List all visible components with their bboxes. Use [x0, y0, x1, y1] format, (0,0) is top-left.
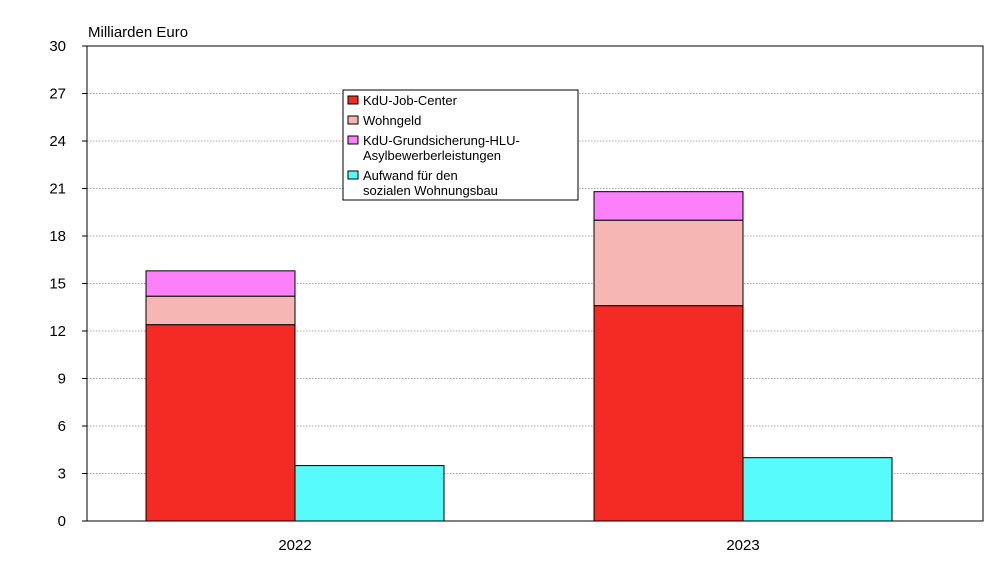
- bar-segment: Aufwand für den sozialen Wohnungsbau 202…: [742, 457, 893, 522]
- plot-frame: [86, 45, 984, 522]
- y-tick-label: 27: [49, 86, 66, 103]
- legend: KdU-Job-Center Wohngeld KdU-Grundsicherung…: [342, 89, 579, 201]
- legend-swatch: [347, 135, 359, 145]
- y-tick-label: 12: [49, 323, 66, 340]
- legend-box: [342, 89, 579, 201]
- bar-segment: Wohngeld 2023: 5.4: [593, 219, 744, 307]
- bar-segment: KdU-Job-Center 2022: 12.4: [145, 324, 296, 522]
- legend-swatch: [347, 95, 359, 105]
- legend-label: Asylbewerberleistungen: [363, 148, 501, 163]
- y-tick-label: 9: [58, 371, 66, 388]
- y-tick-label: 18: [49, 228, 66, 245]
- bar-segment: KdU-Job-Center 2023: 13.6: [593, 305, 744, 522]
- bar-segment: KdU-Grundsicherung-HLU-Asylbewerberleist…: [593, 191, 744, 221]
- y-tick-label: 30: [49, 38, 66, 55]
- y-tick-label: 21: [49, 181, 66, 198]
- legend-label: sozialen Wohnungsbau: [363, 183, 498, 198]
- y-tick-label: 15: [49, 276, 66, 293]
- x-tick-label: 2023: [726, 537, 759, 554]
- y-tick-label: 6: [58, 418, 66, 435]
- y-axis-title: Milliarden Euro: [88, 24, 188, 41]
- legend-label: KdU-Job-Center: [363, 93, 458, 108]
- y-tick-label: 24: [49, 133, 66, 150]
- y-tick-label: 3: [58, 466, 66, 483]
- x-tick-label: 2022: [278, 537, 311, 554]
- legend-label: Aufwand für den: [363, 168, 458, 183]
- y-tick-label: 0: [58, 513, 66, 530]
- legend-label: Wohngeld: [363, 113, 421, 128]
- bar-segment: Aufwand für den sozialen Wohnungsbau 202…: [294, 465, 445, 522]
- axes: 0 3 6 9 12 15 18 21 24 27 30 2022 2023: [49, 38, 984, 554]
- legend-swatch: [347, 170, 359, 180]
- bars: KdU-Job-Center 2022: 12.4Wohngeld 2022: …: [145, 191, 893, 522]
- legend-swatch: [347, 115, 359, 125]
- bar-segment: Wohngeld 2022: 1.8: [145, 295, 296, 326]
- bar-segment: KdU-Grundsicherung-HLU-Asylbewerberleist…: [145, 270, 296, 297]
- legend-label: KdU-Grundsicherung-HLU-: [363, 133, 520, 148]
